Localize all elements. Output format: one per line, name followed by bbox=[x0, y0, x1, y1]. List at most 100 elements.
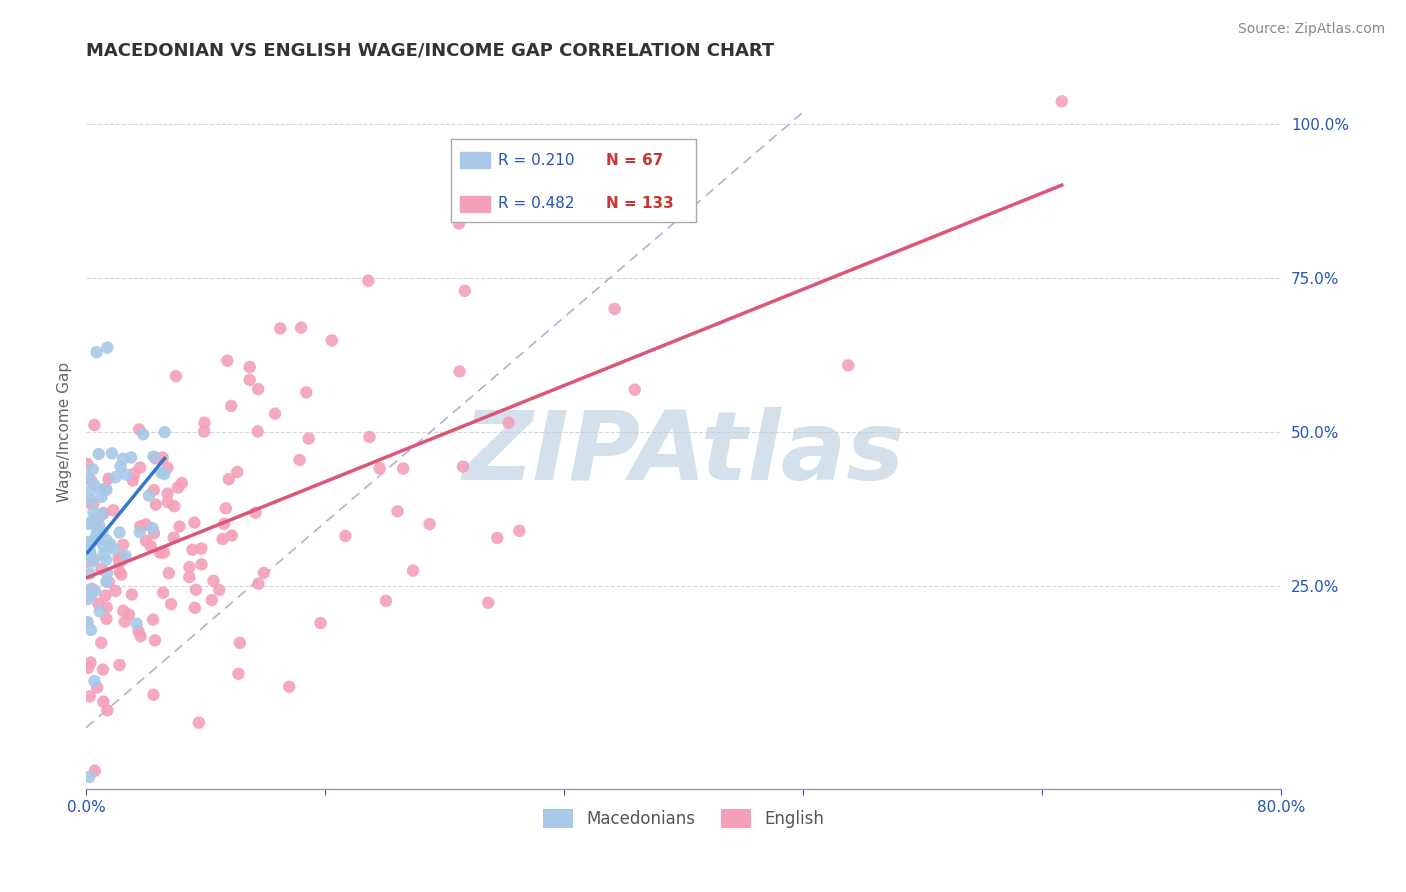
Point bbox=[83, 477, 105, 491]
Point bbox=[143, 633, 166, 648]
Point bbox=[76, 457, 98, 471]
Point bbox=[83, 417, 105, 432]
Point bbox=[449, 364, 471, 378]
Point bbox=[103, 541, 125, 556]
Point bbox=[76, 555, 98, 569]
Point bbox=[91, 507, 114, 521]
Point bbox=[247, 382, 270, 396]
Point bbox=[402, 564, 425, 578]
Point bbox=[83, 583, 105, 598]
Point bbox=[80, 473, 103, 487]
Point bbox=[82, 497, 104, 511]
Point bbox=[108, 657, 131, 672]
Point bbox=[837, 359, 859, 373]
Point bbox=[221, 528, 243, 542]
Point bbox=[454, 284, 477, 298]
Y-axis label: Wage/Income Gap: Wage/Income Gap bbox=[58, 362, 72, 502]
Point bbox=[226, 465, 249, 479]
Point bbox=[91, 483, 114, 497]
Point bbox=[96, 483, 118, 497]
Point bbox=[212, 516, 235, 531]
Point bbox=[108, 525, 131, 540]
Point bbox=[79, 589, 101, 603]
Point bbox=[87, 447, 110, 461]
Point bbox=[83, 552, 105, 566]
Point bbox=[447, 217, 470, 231]
Point bbox=[87, 511, 110, 525]
Point bbox=[451, 459, 474, 474]
Point bbox=[77, 550, 100, 565]
Point bbox=[111, 552, 134, 566]
Point bbox=[486, 531, 509, 545]
Point bbox=[76, 548, 98, 562]
Point bbox=[139, 539, 162, 553]
Point bbox=[115, 467, 138, 482]
Point bbox=[129, 519, 152, 533]
Point bbox=[79, 770, 101, 784]
Point bbox=[264, 407, 287, 421]
Point bbox=[392, 461, 415, 475]
Point bbox=[498, 416, 520, 430]
Point bbox=[79, 690, 101, 704]
Point bbox=[152, 585, 174, 599]
Point bbox=[90, 636, 112, 650]
Point bbox=[152, 450, 174, 465]
Point bbox=[82, 554, 104, 568]
Point bbox=[298, 432, 321, 446]
Point bbox=[80, 582, 103, 596]
Point bbox=[77, 516, 100, 531]
Point bbox=[90, 490, 112, 504]
Point bbox=[103, 503, 125, 517]
Point bbox=[82, 462, 104, 476]
Point bbox=[357, 274, 380, 288]
Point bbox=[108, 565, 131, 579]
Point bbox=[623, 383, 645, 397]
Point bbox=[77, 534, 100, 549]
Point bbox=[129, 629, 152, 643]
Point bbox=[163, 531, 186, 545]
Point bbox=[128, 422, 150, 436]
Point bbox=[112, 451, 135, 466]
Point bbox=[246, 425, 269, 439]
FancyBboxPatch shape bbox=[450, 139, 696, 221]
Point bbox=[239, 373, 262, 387]
Point bbox=[145, 451, 167, 466]
Point bbox=[269, 321, 291, 335]
Point bbox=[101, 446, 124, 460]
Point bbox=[110, 567, 132, 582]
Point bbox=[83, 516, 105, 531]
Point bbox=[190, 558, 212, 572]
Point bbox=[387, 504, 409, 518]
Point bbox=[156, 460, 179, 475]
Point bbox=[93, 539, 115, 553]
Point bbox=[97, 575, 120, 590]
Text: N = 133: N = 133 bbox=[606, 196, 673, 211]
Point bbox=[179, 560, 201, 574]
Point bbox=[309, 615, 332, 630]
Point bbox=[96, 612, 118, 626]
Point bbox=[79, 536, 101, 550]
Point bbox=[79, 544, 101, 558]
Point bbox=[93, 506, 115, 520]
Point bbox=[93, 695, 115, 709]
Point bbox=[114, 615, 136, 629]
Point bbox=[215, 501, 238, 516]
Point bbox=[110, 459, 132, 474]
Point bbox=[96, 566, 118, 581]
Point bbox=[79, 656, 101, 670]
Point bbox=[79, 492, 101, 507]
Point bbox=[193, 425, 215, 439]
Point bbox=[84, 533, 107, 547]
Point bbox=[290, 320, 312, 334]
Point bbox=[160, 597, 183, 611]
Point bbox=[77, 661, 100, 675]
Point bbox=[97, 472, 120, 486]
Point bbox=[138, 489, 160, 503]
Point bbox=[118, 607, 141, 622]
Point bbox=[132, 427, 155, 442]
Point bbox=[91, 663, 114, 677]
Point bbox=[96, 533, 118, 548]
Point bbox=[253, 566, 276, 580]
Point bbox=[167, 481, 190, 495]
Point bbox=[239, 360, 262, 375]
